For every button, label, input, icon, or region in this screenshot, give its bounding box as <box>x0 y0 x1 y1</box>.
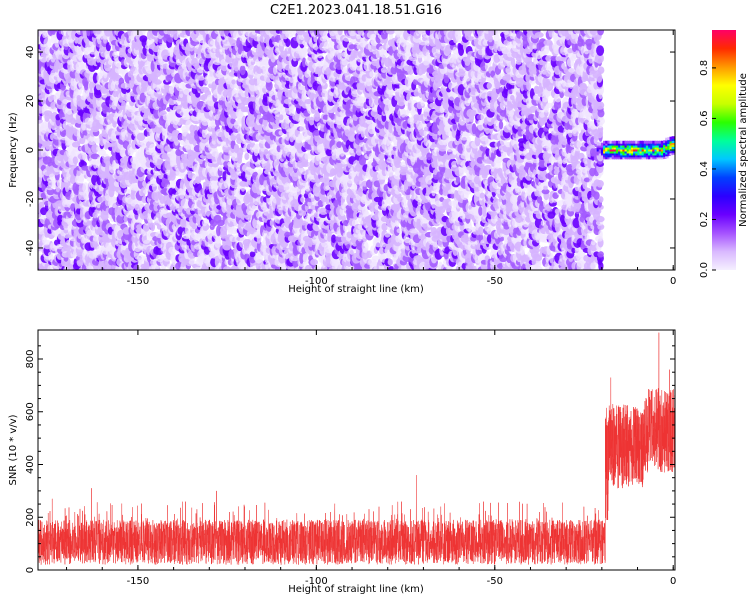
spectrogram-cell <box>229 82 237 89</box>
spectrogram-cell <box>136 30 146 37</box>
spectrogram-cells <box>38 30 675 270</box>
spectrogram-cell <box>152 182 160 193</box>
spectrogram-cell <box>302 47 309 54</box>
chart-title: C2E1.2023.041.18.51.G16 <box>270 3 442 18</box>
spectrogram-cell <box>92 211 98 219</box>
spectrogram-cell <box>137 178 145 190</box>
spectrogram-cell <box>96 156 101 165</box>
spectrogram-cell <box>124 188 130 195</box>
spectrogram-cell <box>38 253 43 264</box>
spectrogram-cell <box>56 62 64 70</box>
spectrogram-cell <box>136 254 145 262</box>
spectrogram-cell <box>207 94 215 101</box>
spectrogram-cell <box>237 125 242 133</box>
spectrogram-cell <box>188 259 196 265</box>
spectrogram-cell <box>235 203 244 212</box>
spectrogram-cell <box>244 152 250 161</box>
spectrogram-cell <box>150 222 156 232</box>
spectrogram-cell <box>200 137 209 144</box>
spectrogram-cell <box>152 71 162 78</box>
spectrogram-cell <box>168 246 176 255</box>
spectrogram-cell <box>48 251 54 257</box>
spectrogram-cell <box>172 30 179 41</box>
spectrogram-cell <box>123 171 131 181</box>
spectrogram-cell <box>170 149 176 156</box>
spectrogram-cell <box>42 239 51 246</box>
spectrogram-cell <box>168 85 176 95</box>
spectrogram-cell <box>38 30 43 34</box>
spectrogram-cell <box>153 79 162 85</box>
spectrogram-cell <box>72 156 79 165</box>
spectrogram-cell <box>163 194 169 205</box>
spectrogram-cell <box>337 30 343 36</box>
spectrogram-cell <box>186 239 191 246</box>
spectrogram-cell <box>97 196 106 203</box>
spectrogram-cell <box>156 224 162 230</box>
spectrogram-cell <box>67 262 72 270</box>
spectrogram-cell <box>215 47 220 54</box>
spectrogram-cell <box>193 266 202 270</box>
spectrogram-cell <box>156 85 164 95</box>
spectrogram-cell <box>91 144 99 153</box>
spectrogram-cell <box>285 38 291 47</box>
spectrogram-cell <box>121 100 127 111</box>
spectrogram-cell <box>230 118 236 125</box>
spectrogram-cell <box>79 137 86 145</box>
spectrogram-cell <box>202 219 208 227</box>
spectrogram-cell <box>96 246 101 255</box>
spectrogram-cell <box>229 39 237 47</box>
spectrogram-cell <box>47 265 53 270</box>
spectrogram-cell <box>54 37 60 48</box>
spectrogram-cell <box>136 132 146 141</box>
spectrogram-cell <box>139 35 148 43</box>
spectrogram-cell <box>273 65 278 75</box>
spectrogram-cell <box>196 75 205 81</box>
spectrogram-cell <box>86 30 91 37</box>
spectrogram-cell <box>116 214 126 224</box>
spectrogram-cell <box>172 129 180 136</box>
spectrogram-cell <box>285 30 294 35</box>
spectrogram-cell <box>43 37 52 48</box>
spectrogram-cell <box>43 110 53 117</box>
spectrogram-cell <box>120 146 128 158</box>
spectrogram-cell <box>231 79 236 85</box>
spectrogram-cell <box>257 169 263 175</box>
spectrogram-cell <box>361 241 369 252</box>
spectrogram-cell <box>310 258 318 266</box>
